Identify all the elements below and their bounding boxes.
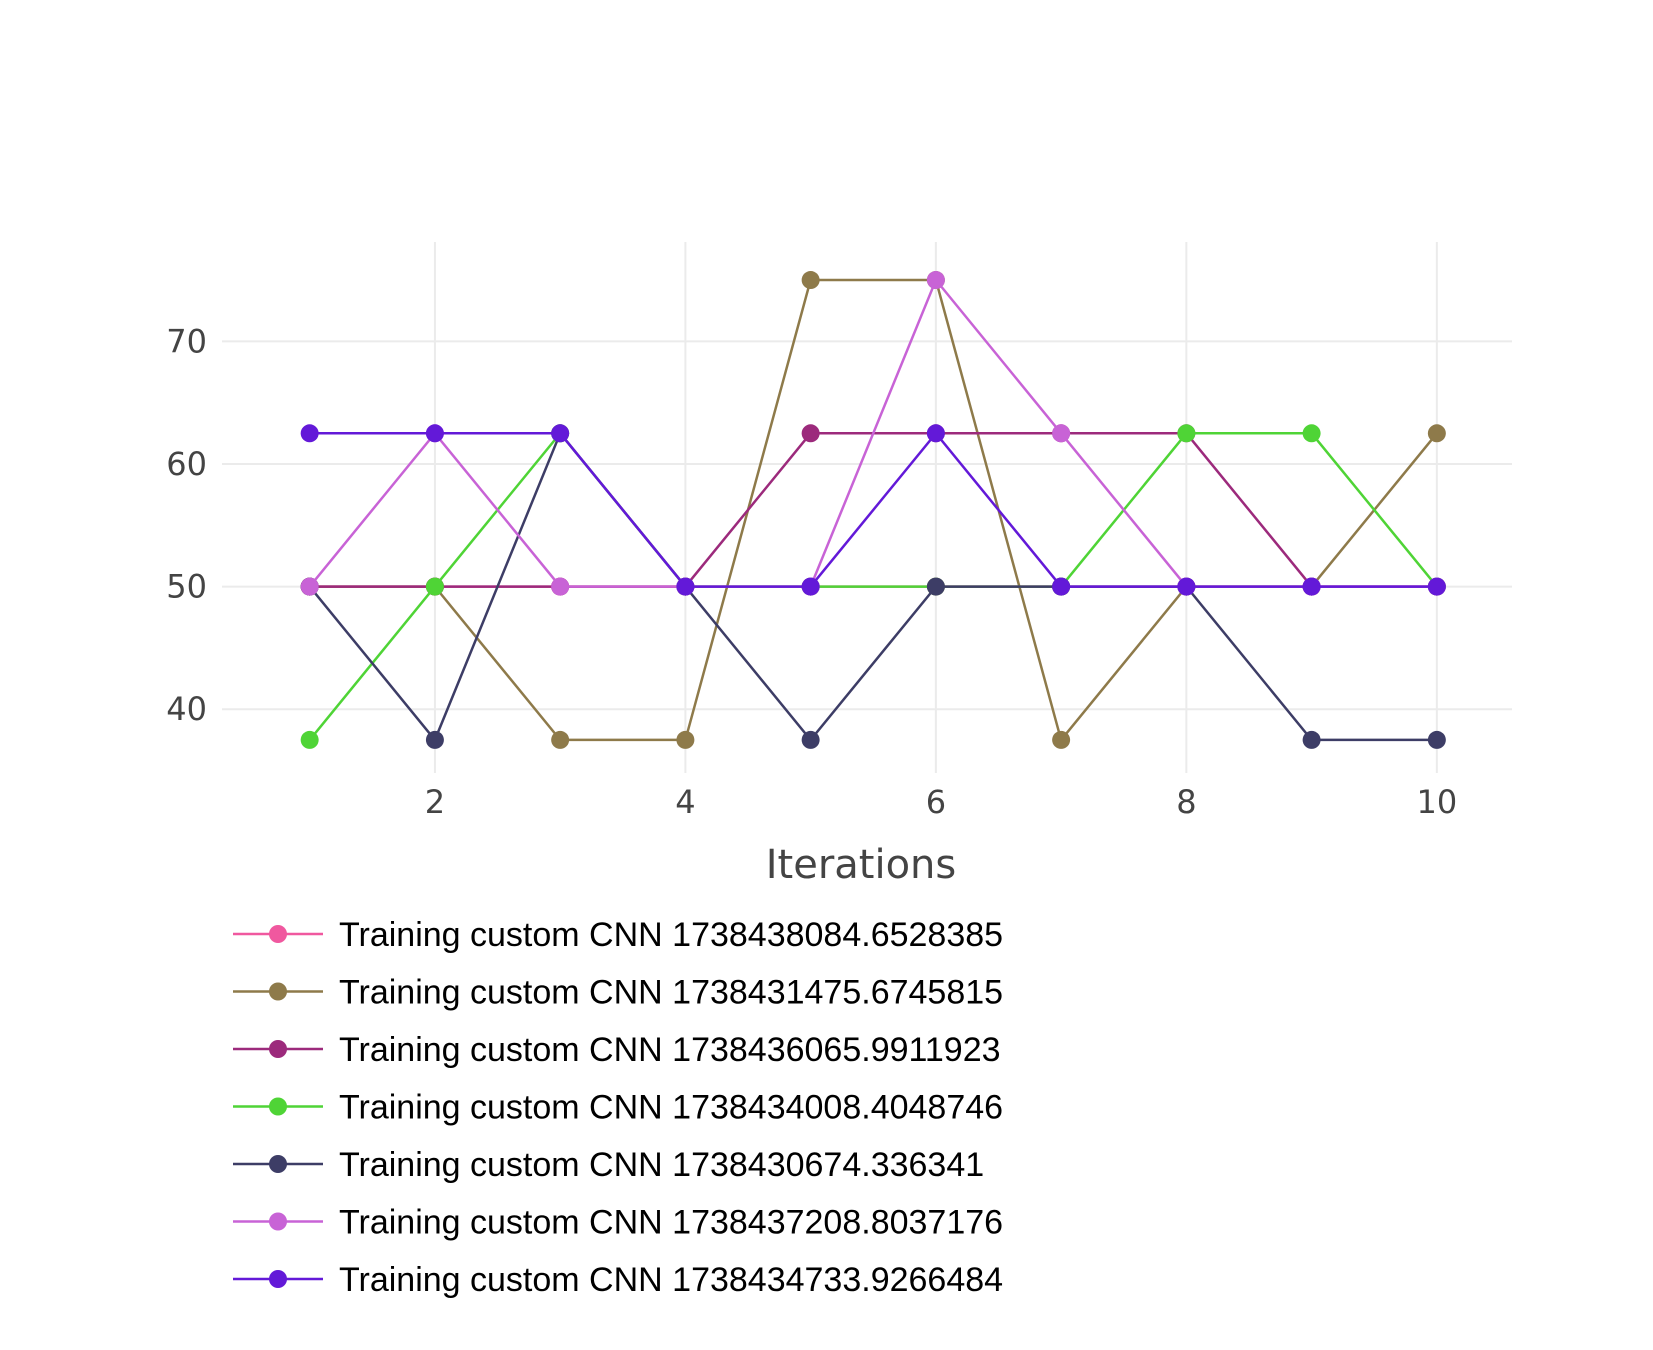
series <box>300 271 1446 749</box>
data-point[interactable] <box>1177 577 1196 596</box>
legend-item[interactable]: Training custom CNN 1738434733.9266484 <box>233 1261 1003 1299</box>
legend-item[interactable]: Training custom CNN 1738430674.336341 <box>233 1146 984 1184</box>
data-point[interactable] <box>926 577 945 596</box>
legend-swatch-marker <box>269 1155 287 1173</box>
y-tick-label: 60 <box>166 445 207 483</box>
legend-label: Training custom CNN 1738437208.8037176 <box>339 1204 1003 1242</box>
legend-item[interactable]: Training custom CNN 1738436065.9911923 <box>233 1031 1001 1069</box>
data-point[interactable] <box>1427 730 1446 749</box>
y-tick-label: 70 <box>166 322 207 360</box>
data-point[interactable] <box>300 424 319 443</box>
x-axis-title: Iterations <box>766 842 957 888</box>
legend-swatch-marker <box>269 982 287 1001</box>
data-point[interactable] <box>801 271 820 290</box>
legend-label: Training custom CNN 1738431475.6745815 <box>339 974 1003 1012</box>
x-tick-label: 10 <box>1416 783 1457 821</box>
y-tick-label: 40 <box>166 690 207 728</box>
data-point[interactable] <box>801 424 820 443</box>
data-point[interactable] <box>801 577 820 596</box>
legend-item[interactable]: Training custom CNN 1738438084.6528385 <box>233 916 1003 954</box>
series-line <box>309 431 1437 588</box>
data-point[interactable] <box>1052 577 1071 596</box>
legend-label: Training custom CNN 1738434733.9266484 <box>339 1261 1003 1299</box>
legend-swatch-marker <box>269 1212 287 1231</box>
data-point[interactable] <box>551 424 570 443</box>
data-point[interactable] <box>676 577 695 596</box>
data-point[interactable] <box>1427 577 1446 596</box>
series-7[interactable] <box>300 424 1446 596</box>
data-point[interactable] <box>1302 424 1321 443</box>
legend-label: Training custom CNN 1738438084.6528385 <box>339 916 1003 954</box>
data-point[interactable] <box>1052 730 1071 749</box>
data-point[interactable] <box>551 730 570 749</box>
legend-item[interactable]: Training custom CNN 1738434008.4048746 <box>233 1089 1003 1127</box>
data-point[interactable] <box>1302 730 1321 749</box>
legend-item[interactable]: Training custom CNN 1738431475.6745815 <box>233 974 1003 1012</box>
grid <box>222 242 1512 773</box>
data-point[interactable] <box>926 271 945 290</box>
legend-swatch-marker <box>269 1040 287 1058</box>
y-tick-label: 50 <box>166 568 207 606</box>
legend-label: Training custom CNN 1738436065.9911923 <box>339 1031 1001 1069</box>
data-point[interactable] <box>300 730 319 749</box>
data-point[interactable] <box>1302 577 1321 596</box>
x-tick-label: 2 <box>425 783 445 821</box>
x-tick-label: 8 <box>1176 783 1196 821</box>
data-point[interactable] <box>1177 424 1196 443</box>
data-point[interactable] <box>1427 424 1446 443</box>
data-point[interactable] <box>676 730 695 749</box>
series-line <box>308 430 1437 743</box>
legend[interactable]: Training custom CNN 1738438084.6528385 Tr… <box>233 916 1003 1299</box>
data-point[interactable] <box>1052 424 1071 443</box>
data-point[interactable] <box>926 424 945 443</box>
legend-label: Training custom CNN 1738430674.336341 <box>339 1146 984 1184</box>
data-point[interactable] <box>801 730 820 749</box>
data-point[interactable] <box>300 577 319 596</box>
legend-swatch-marker <box>269 1097 287 1116</box>
legend-swatch-marker <box>269 1270 287 1288</box>
legend-label: Training custom CNN 1738434008.4048746 <box>339 1089 1003 1127</box>
data-point[interactable] <box>425 424 444 443</box>
y-axis-ticks: 40 50 60 70 <box>166 322 207 728</box>
x-tick-label: 4 <box>675 783 695 821</box>
legend-swatch-marker <box>269 925 287 943</box>
x-tick-label: 6 <box>926 783 946 821</box>
x-axis-ticks: 2 4 6 8 10 <box>425 783 1457 821</box>
data-point[interactable] <box>425 730 444 749</box>
legend-item[interactable]: Training custom CNN 1738437208.8037176 <box>233 1204 1003 1242</box>
data-point[interactable] <box>425 577 444 596</box>
data-point[interactable] <box>551 577 570 596</box>
